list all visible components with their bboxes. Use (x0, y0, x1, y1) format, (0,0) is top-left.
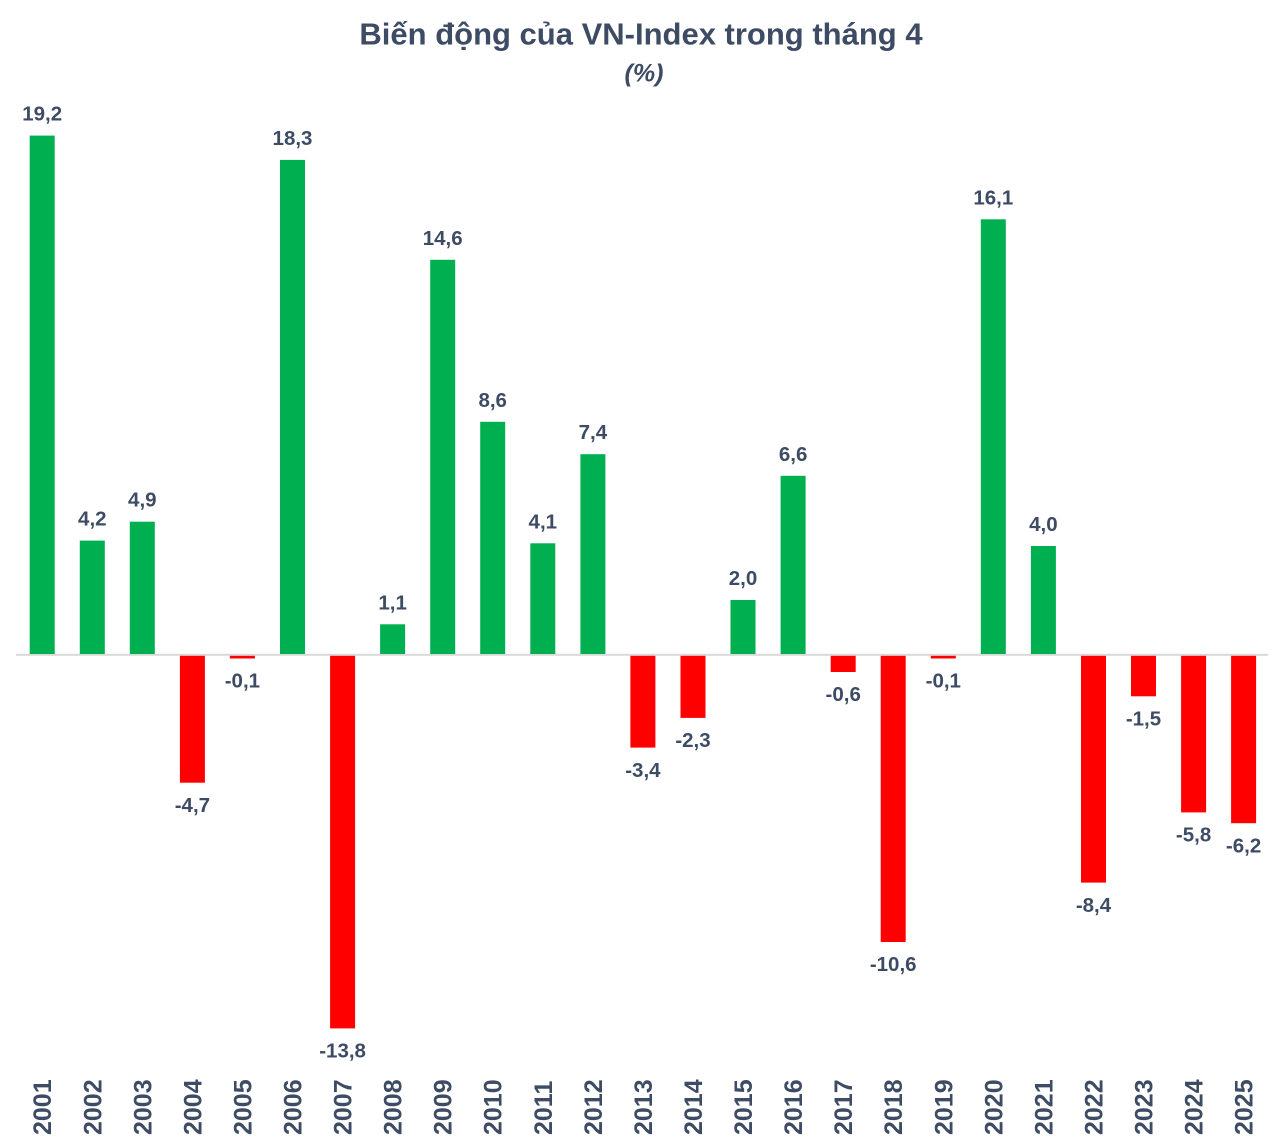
svg-text:2015: 2015 (730, 1079, 758, 1135)
svg-text:2017: 2017 (830, 1079, 858, 1135)
svg-text:2022: 2022 (1081, 1079, 1109, 1135)
svg-text:-8,4: -8,4 (1076, 894, 1112, 917)
svg-text:2021: 2021 (1030, 1079, 1058, 1135)
svg-text:2014: 2014 (680, 1079, 708, 1135)
svg-text:2011: 2011 (530, 1081, 558, 1135)
svg-text:2012: 2012 (580, 1079, 608, 1135)
svg-text:6,6: 6,6 (779, 443, 808, 466)
svg-text:2001: 2001 (29, 1079, 57, 1135)
svg-text:-0,1: -0,1 (225, 670, 260, 693)
svg-text:16,1: 16,1 (973, 186, 1013, 209)
svg-text:2010: 2010 (480, 1079, 508, 1135)
svg-text:4,9: 4,9 (128, 489, 157, 512)
svg-text:2003: 2003 (129, 1079, 157, 1135)
svg-text:-0,1: -0,1 (926, 670, 961, 693)
svg-text:-2,3: -2,3 (675, 729, 710, 752)
svg-text:2025: 2025 (1231, 1079, 1259, 1135)
svg-text:-1,5: -1,5 (1126, 708, 1161, 731)
svg-text:Biến động của VN-Index trong t: Biến động của VN-Index trong tháng 4 (359, 17, 923, 52)
svg-text:-10,6: -10,6 (870, 953, 917, 976)
svg-text:-4,7: -4,7 (175, 794, 210, 817)
svg-text:19,2: 19,2 (22, 103, 62, 126)
svg-text:2005: 2005 (229, 1079, 257, 1135)
svg-text:2023: 2023 (1131, 1079, 1159, 1135)
svg-text:7,4: 7,4 (579, 421, 608, 444)
svg-text:-5,8: -5,8 (1176, 824, 1211, 847)
svg-text:2019: 2019 (930, 1079, 958, 1135)
svg-text:2,0: 2,0 (729, 567, 758, 590)
svg-text:2002: 2002 (79, 1079, 107, 1135)
svg-text:4,2: 4,2 (78, 508, 107, 531)
svg-text:2009: 2009 (430, 1079, 458, 1135)
svg-text:-13,8: -13,8 (319, 1040, 366, 1063)
svg-text:2008: 2008 (380, 1079, 408, 1135)
svg-text:18,3: 18,3 (273, 127, 313, 150)
svg-text:(%): (%) (625, 59, 664, 87)
svg-text:2004: 2004 (179, 1079, 207, 1135)
svg-text:4,1: 4,1 (529, 510, 558, 533)
svg-text:-3,4: -3,4 (625, 759, 661, 782)
svg-text:2018: 2018 (880, 1079, 908, 1135)
svg-text:14,6: 14,6 (423, 227, 463, 250)
svg-text:2024: 2024 (1181, 1079, 1209, 1135)
svg-text:1,1: 1,1 (378, 591, 407, 614)
svg-text:2020: 2020 (980, 1079, 1008, 1135)
svg-text:2013: 2013 (630, 1079, 658, 1135)
svg-text:-0,6: -0,6 (826, 683, 861, 706)
svg-text:2007: 2007 (330, 1079, 358, 1135)
svg-text:8,6: 8,6 (478, 389, 507, 412)
svg-text:-6,2: -6,2 (1226, 834, 1261, 857)
svg-text:4,0: 4,0 (1029, 513, 1058, 536)
svg-text:2006: 2006 (280, 1079, 308, 1135)
svg-text:2016: 2016 (780, 1079, 808, 1135)
